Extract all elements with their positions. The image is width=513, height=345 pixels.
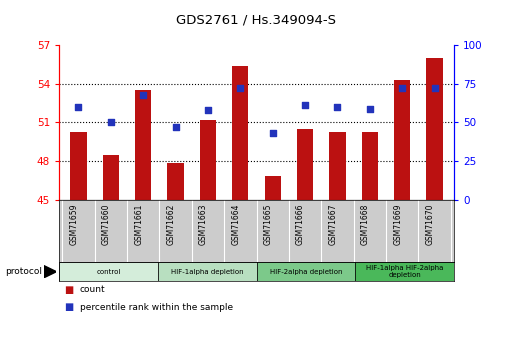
Point <box>74 104 83 110</box>
Point <box>333 104 342 110</box>
Text: GSM71666: GSM71666 <box>296 203 305 245</box>
Polygon shape <box>44 266 56 278</box>
Bar <box>426 58 443 200</box>
Text: percentile rank within the sample: percentile rank within the sample <box>80 303 232 312</box>
Bar <box>59 262 158 281</box>
Bar <box>135 90 151 200</box>
Text: GSM71664: GSM71664 <box>231 203 240 245</box>
Text: count: count <box>80 285 105 294</box>
Text: GSM71662: GSM71662 <box>167 203 175 245</box>
Bar <box>232 66 248 200</box>
Point <box>366 106 374 111</box>
Text: ■: ■ <box>64 302 73 312</box>
Text: GSM71669: GSM71669 <box>393 203 402 245</box>
Point <box>139 92 147 97</box>
Point <box>204 107 212 113</box>
Bar <box>256 262 355 281</box>
Bar <box>200 120 216 200</box>
Bar <box>329 131 346 200</box>
Text: HIF-2alpha depletion: HIF-2alpha depletion <box>270 269 342 275</box>
Point <box>107 120 115 125</box>
Point <box>430 86 439 91</box>
Bar <box>297 129 313 200</box>
Bar <box>167 162 184 200</box>
Bar <box>394 80 410 200</box>
Point <box>236 86 244 91</box>
Text: GSM71667: GSM71667 <box>328 203 338 245</box>
Text: HIF-1alpha depletion: HIF-1alpha depletion <box>171 269 244 275</box>
Bar <box>103 155 119 200</box>
Text: ■: ■ <box>64 285 73 295</box>
Point <box>269 130 277 136</box>
Text: GSM71659: GSM71659 <box>69 203 78 245</box>
Text: HIF-1alpha HIF-2alpha
depletion: HIF-1alpha HIF-2alpha depletion <box>366 265 443 278</box>
Text: GSM71665: GSM71665 <box>264 203 273 245</box>
Point <box>398 86 406 91</box>
Point <box>171 124 180 130</box>
Text: GSM71661: GSM71661 <box>134 203 143 245</box>
Text: GSM71660: GSM71660 <box>102 203 111 245</box>
Bar <box>362 131 378 200</box>
Bar <box>265 176 281 200</box>
Bar <box>355 262 454 281</box>
Text: protocol: protocol <box>5 267 42 276</box>
Text: GSM71670: GSM71670 <box>426 203 435 245</box>
Text: GSM71668: GSM71668 <box>361 203 370 245</box>
Text: control: control <box>96 269 121 275</box>
Bar <box>70 131 87 200</box>
Text: GSM71663: GSM71663 <box>199 203 208 245</box>
Bar <box>158 262 256 281</box>
Text: GDS2761 / Hs.349094-S: GDS2761 / Hs.349094-S <box>176 14 337 27</box>
Point <box>301 103 309 108</box>
